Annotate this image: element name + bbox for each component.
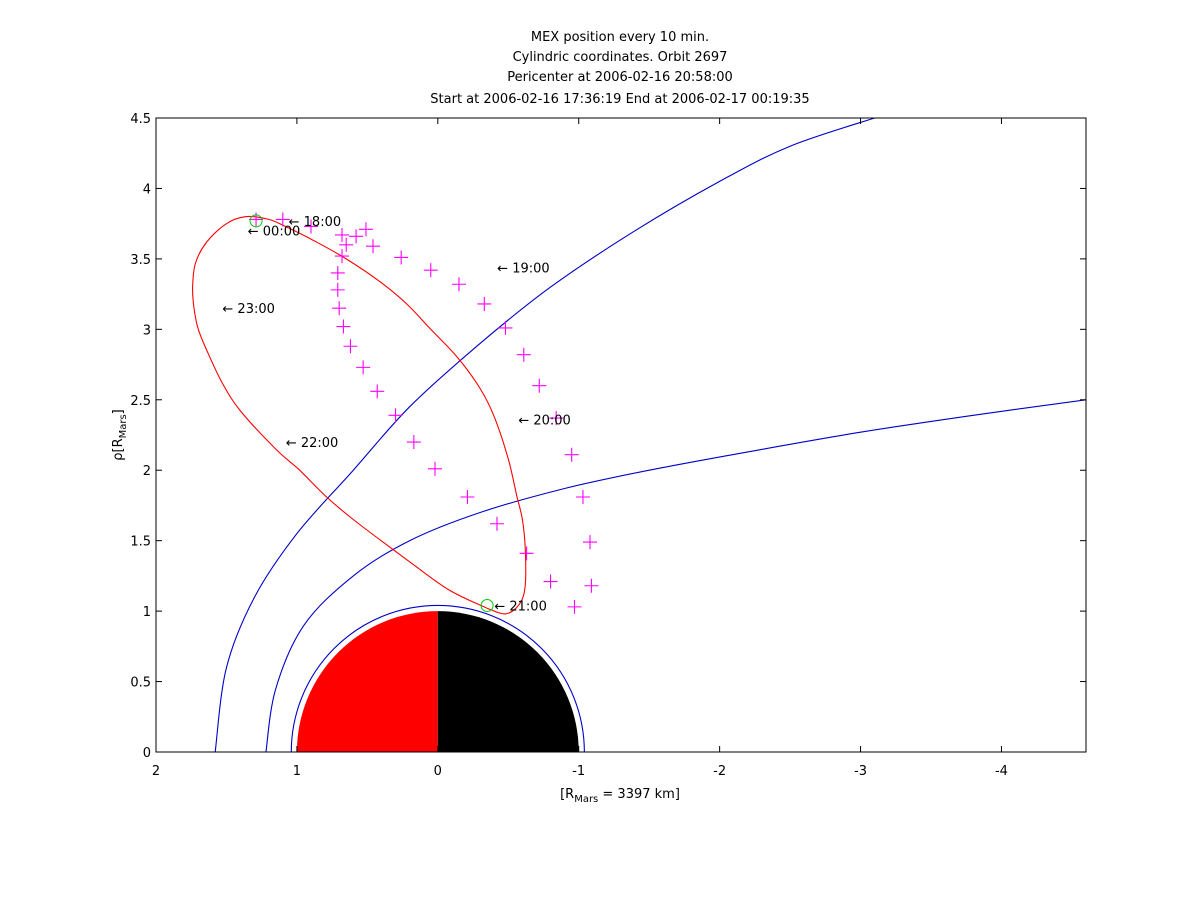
y-tick-label: 3.5 (130, 253, 151, 268)
x-tick-label: 0 (434, 764, 442, 779)
y-tick-label: 1.5 (130, 535, 151, 550)
y-tick-label: 2.5 (130, 394, 151, 409)
y-axis-ticks: 0 0.5 1 1.5 2 2.5 3 3.5 4 4.5 (130, 112, 1086, 761)
time-annotations: ← 18:00 ← 19:00 ← 20:00 ← 21:00 ← 22:00 ← 23:… (222, 215, 570, 615)
y-axis-label-base: ρ[R (111, 438, 126, 460)
position-marker (498, 320, 513, 335)
axes-frame (155, 117, 1087, 753)
time-annotation: ← 00:00 (248, 225, 300, 240)
position-marker (460, 489, 475, 504)
x-tick-label: -2 (713, 764, 726, 779)
position-marker (349, 229, 364, 244)
position-marker (564, 447, 579, 462)
y-axis-label-subscript: Mars (118, 414, 129, 438)
position-marker (330, 282, 345, 297)
boundary-curves (214, 118, 1086, 752)
time-annotation: ← 23:00 (222, 302, 275, 317)
plot-area (192, 118, 1086, 752)
y-axis-label-rest: ] (111, 409, 126, 414)
position-marker (543, 574, 558, 589)
chart-title-line-1: MEX position every 10 min. (531, 30, 709, 45)
position-marker (584, 578, 599, 593)
position-marker (356, 360, 371, 375)
position-marker (451, 277, 466, 292)
chart-title-line-3: Pericenter at 2006-02-16 20:58:00 (507, 70, 733, 85)
position-marker (332, 301, 347, 316)
x-axis-ticks: 2 1 0 -1 -2 -3 -4 (152, 118, 1008, 779)
position-marker (343, 339, 358, 354)
position-marker (428, 461, 442, 476)
position-marker (516, 347, 531, 362)
y-axis-label: ρ[RMars] (111, 409, 129, 461)
position-marker (519, 546, 534, 561)
position-marker (477, 296, 492, 311)
x-tick-label: -1 (572, 764, 585, 779)
x-tick-label: -3 (854, 764, 867, 779)
x-tick-label: 2 (152, 764, 160, 779)
bow-shock-curve (214, 118, 875, 752)
position-marker (370, 384, 385, 399)
position-marker (549, 411, 564, 426)
mars-nightside (437, 611, 579, 752)
orbit-end-marker (480, 598, 494, 612)
ionosphere-boundary (290, 604, 585, 752)
orbit-line (192, 215, 527, 615)
position-marker (490, 516, 504, 531)
position-marker (275, 212, 290, 227)
time-annotation: ← 22:00 (286, 436, 339, 451)
y-tick-label: 2 (143, 464, 151, 479)
position-marker (358, 222, 373, 237)
position-marker (304, 219, 318, 234)
position-markers (249, 212, 599, 614)
orbit-start-marker (249, 214, 263, 228)
position-marker (394, 250, 409, 265)
y-tick-label: 4.5 (130, 112, 151, 127)
x-axis-label-subscript: Mars (574, 794, 598, 805)
chart-title-line-4: Start at 2006-02-16 17:36:19 End at 2006… (430, 92, 809, 107)
position-marker (583, 535, 597, 550)
orbit-endpoints (249, 214, 494, 612)
x-axis-label-rest: = 3397 km] (598, 787, 680, 802)
chart-title-line-2: Cylindric coordinates. Orbit 2697 (513, 50, 728, 65)
time-annotation: ← 19:00 (497, 261, 550, 276)
y-tick-label: 0 (143, 746, 151, 761)
time-annotation: ← 18:00 (289, 215, 342, 230)
y-tick-label: 3 (143, 323, 151, 338)
position-marker (330, 265, 345, 280)
position-marker (567, 599, 582, 614)
y-tick-label: 0.5 (130, 676, 151, 691)
x-axis-label-base: [R (560, 787, 574, 802)
orbit-track (192, 215, 527, 615)
position-marker (335, 249, 349, 264)
position-marker (575, 489, 590, 504)
position-marker (532, 378, 547, 393)
position-marker (423, 263, 438, 278)
magnetospheric-boundary-curve (265, 399, 1086, 752)
position-marker (388, 408, 403, 423)
time-annotation: ← 20:00 (518, 414, 571, 429)
position-marker (339, 237, 354, 252)
x-tick-label: 1 (293, 764, 301, 779)
y-tick-label: 4 (143, 182, 151, 197)
position-marker (366, 239, 380, 254)
y-tick-label: 1 (143, 605, 151, 620)
position-marker (406, 435, 421, 450)
x-axis-label: [RMars = 3397 km] (560, 787, 680, 805)
x-tick-label: -4 (995, 764, 1008, 779)
time-annotation: ← 21:00 (494, 599, 547, 614)
mars-planet (296, 611, 579, 752)
mars-dayside (296, 611, 438, 752)
position-marker (336, 319, 351, 334)
position-marker (335, 227, 349, 242)
